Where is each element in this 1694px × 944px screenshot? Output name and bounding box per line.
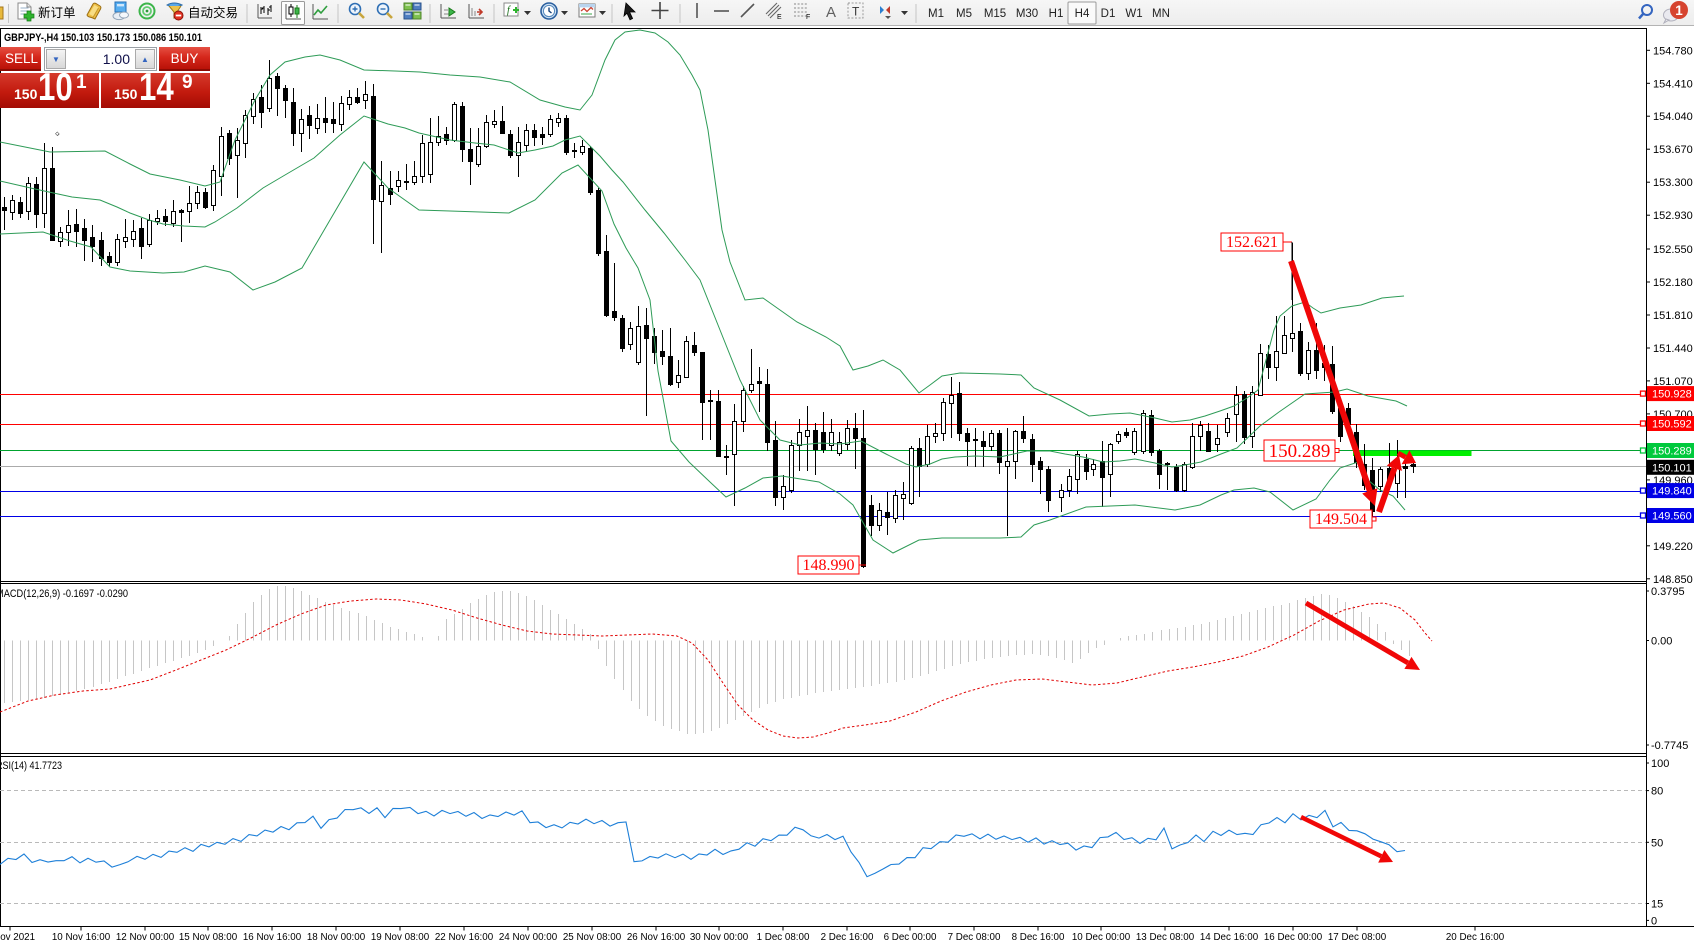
svg-text:30 Nov 00:00: 30 Nov 00:00 [690,932,749,943]
svg-text:M5: M5 [956,8,972,20]
svg-text:0.00: 0.00 [1651,636,1672,648]
svg-text:150.289: 150.289 [1269,441,1331,462]
svg-text:-0.7745: -0.7745 [1651,740,1688,752]
svg-text:154.040: 154.040 [1653,111,1693,123]
svg-text:149.504: 149.504 [1315,511,1367,528]
svg-text:150.592: 150.592 [1652,419,1692,431]
svg-text:M1: M1 [928,8,944,20]
svg-text:50: 50 [1651,837,1663,849]
svg-text:154.780: 154.780 [1653,45,1693,57]
svg-text:M30: M30 [1016,8,1038,20]
svg-text:10 Dec 00:00: 10 Dec 00:00 [1072,932,1131,943]
svg-text:13 Dec 08:00: 13 Dec 08:00 [1136,932,1195,943]
svg-text:自动交易: 自动交易 [188,5,238,20]
svg-text:26 Nov 16:00: 26 Nov 16:00 [627,932,686,943]
svg-text:D1: D1 [1101,8,1116,20]
svg-text:19 Nov 08:00: 19 Nov 08:00 [371,932,430,943]
svg-text:15: 15 [1651,899,1663,911]
svg-text:16 Dec 00:00: 16 Dec 00:00 [1264,932,1323,943]
svg-text:9 Nov 2021: 9 Nov 2021 [0,932,35,943]
svg-text:14 Dec 16:00: 14 Dec 16:00 [1200,932,1259,943]
svg-text:149.840: 149.840 [1652,486,1692,498]
svg-text:149.560: 149.560 [1652,511,1692,523]
svg-text:f: f [507,5,511,16]
svg-text:10 Nov 16:00: 10 Nov 16:00 [52,932,111,943]
svg-text:H1: H1 [1049,8,1064,20]
svg-text:15 Nov 08:00: 15 Nov 08:00 [179,932,238,943]
svg-text:150.289: 150.289 [1652,446,1692,458]
svg-text:RSI(14) 41.7723: RSI(14) 41.7723 [0,760,62,772]
svg-text:1: 1 [1675,3,1683,18]
svg-text:154.410: 154.410 [1653,78,1693,90]
svg-text:2 Dec 16:00: 2 Dec 16:00 [821,932,874,943]
svg-text:153.300: 153.300 [1653,177,1693,189]
svg-text:100: 100 [1651,758,1669,770]
svg-text:16 Nov 16:00: 16 Nov 16:00 [243,932,302,943]
svg-text:0.3795: 0.3795 [1651,586,1685,598]
svg-text:18 Nov 00:00: 18 Nov 00:00 [307,932,366,943]
svg-text:80: 80 [1651,786,1663,798]
svg-text:W1: W1 [1125,8,1142,20]
svg-text:E: E [777,14,782,21]
svg-text:150.101: 150.101 [1652,462,1692,474]
svg-text:8 Dec 16:00: 8 Dec 16:00 [1012,932,1065,943]
svg-text:6 Dec 00:00: 6 Dec 00:00 [884,932,937,943]
svg-text:1 Dec 08:00: 1 Dec 08:00 [757,932,810,943]
svg-text:12 Nov 00:00: 12 Nov 00:00 [116,932,175,943]
svg-text:150.928: 150.928 [1652,389,1692,401]
svg-text:H4: H4 [1075,8,1090,20]
svg-text:F: F [806,14,810,21]
svg-text:17 Dec 08:00: 17 Dec 08:00 [1328,932,1387,943]
svg-text:MACD(12,26,9) -0.1697 -0.0290: MACD(12,26,9) -0.1697 -0.0290 [0,588,128,600]
svg-text:151.440: 151.440 [1653,343,1693,355]
svg-text:148.850: 148.850 [1653,574,1693,586]
svg-text:T: T [852,5,860,19]
svg-text:GBPJPY-,H4 150.103 150.173 15: GBPJPY-,H4 150.103 150.173 150.086 150.1… [4,32,202,44]
svg-text:152.550: 152.550 [1653,244,1693,256]
svg-text:20 Dec 16:00: 20 Dec 16:00 [1446,932,1505,943]
svg-text:24 Nov 00:00: 24 Nov 00:00 [499,932,558,943]
svg-text:0: 0 [1651,915,1657,927]
svg-text:148.990: 148.990 [803,557,855,574]
svg-text:151.070: 151.070 [1653,376,1693,388]
svg-text:7 Dec 08:00: 7 Dec 08:00 [948,932,1001,943]
svg-text:152.930: 152.930 [1653,210,1693,222]
svg-text:151.810: 151.810 [1653,310,1693,322]
svg-text:M15: M15 [984,8,1006,20]
svg-text:25 Nov 08:00: 25 Nov 08:00 [563,932,622,943]
svg-text:新订单: 新订单 [38,5,76,20]
svg-text:152.180: 152.180 [1653,277,1693,289]
svg-text:MN: MN [1152,8,1170,20]
svg-text:153.670: 153.670 [1653,144,1693,156]
svg-text:A: A [826,4,836,21]
svg-text:22 Nov 16:00: 22 Nov 16:00 [435,932,494,943]
svg-text:149.220: 149.220 [1653,541,1693,553]
svg-text:152.621: 152.621 [1226,234,1278,251]
